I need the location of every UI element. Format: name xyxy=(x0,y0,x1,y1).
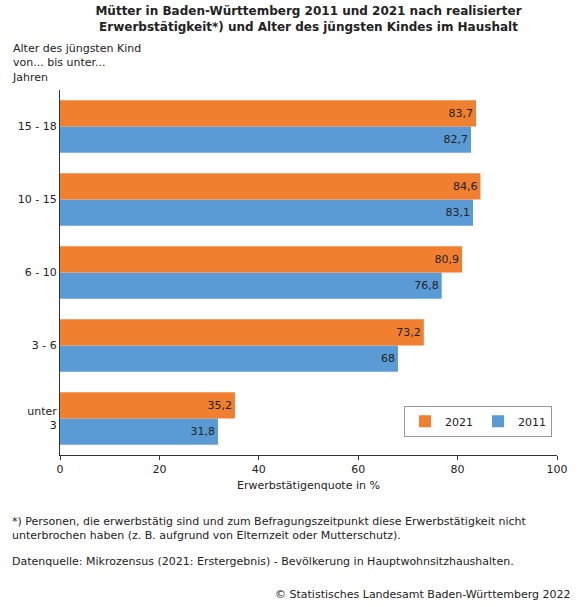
svg-text:10 - 15: 10 - 15 xyxy=(18,193,57,206)
svg-text:40: 40 xyxy=(252,463,266,476)
svg-text:73,2: 73,2 xyxy=(396,326,421,339)
svg-text:83,7: 83,7 xyxy=(448,107,473,120)
svg-text:3 - 6: 3 - 6 xyxy=(32,339,57,352)
svg-text:Erwerbstätigenquote in %: Erwerbstätigenquote in % xyxy=(237,479,380,492)
svg-text:31,8: 31,8 xyxy=(191,425,216,438)
svg-text:20: 20 xyxy=(152,463,166,476)
svg-text:2011: 2011 xyxy=(518,416,546,429)
svg-text:100: 100 xyxy=(547,463,568,476)
svg-text:82,7: 82,7 xyxy=(444,133,469,146)
svg-text:unter3: unter3 xyxy=(27,405,57,432)
svg-text:*) Personen, die erwerbstätig: *) Personen, die erwerbstätig sind und z… xyxy=(12,515,527,542)
svg-text:60: 60 xyxy=(351,463,365,476)
svg-text:2021: 2021 xyxy=(445,416,473,429)
svg-text:Mütter in Baden-Württemberg 20: Mütter in Baden-Württemberg 2011 und 202… xyxy=(95,4,521,34)
svg-text:15 - 18: 15 - 18 xyxy=(18,120,57,133)
svg-text:© Statistisches Landesamt Bade: © Statistisches Landesamt Baden-Württemb… xyxy=(275,588,571,601)
svg-text:83,1: 83,1 xyxy=(446,206,471,219)
svg-text:6 - 10: 6 - 10 xyxy=(25,266,57,279)
svg-text:35,2: 35,2 xyxy=(207,399,232,412)
svg-text:84,6: 84,6 xyxy=(453,180,478,193)
svg-text:80,9: 80,9 xyxy=(435,253,460,266)
svg-text:Alter des jüngsten Kindvon...: Alter des jüngsten Kindvon... bis unter.… xyxy=(12,42,141,84)
svg-text:80: 80 xyxy=(451,463,465,476)
svg-text:0: 0 xyxy=(57,463,64,476)
svg-text:76,8: 76,8 xyxy=(414,279,439,292)
svg-text:68: 68 xyxy=(381,352,395,365)
svg-text:Datenquelle: Mikrozensus (2021: Datenquelle: Mikrozensus (2021: Ersterge… xyxy=(12,555,514,568)
